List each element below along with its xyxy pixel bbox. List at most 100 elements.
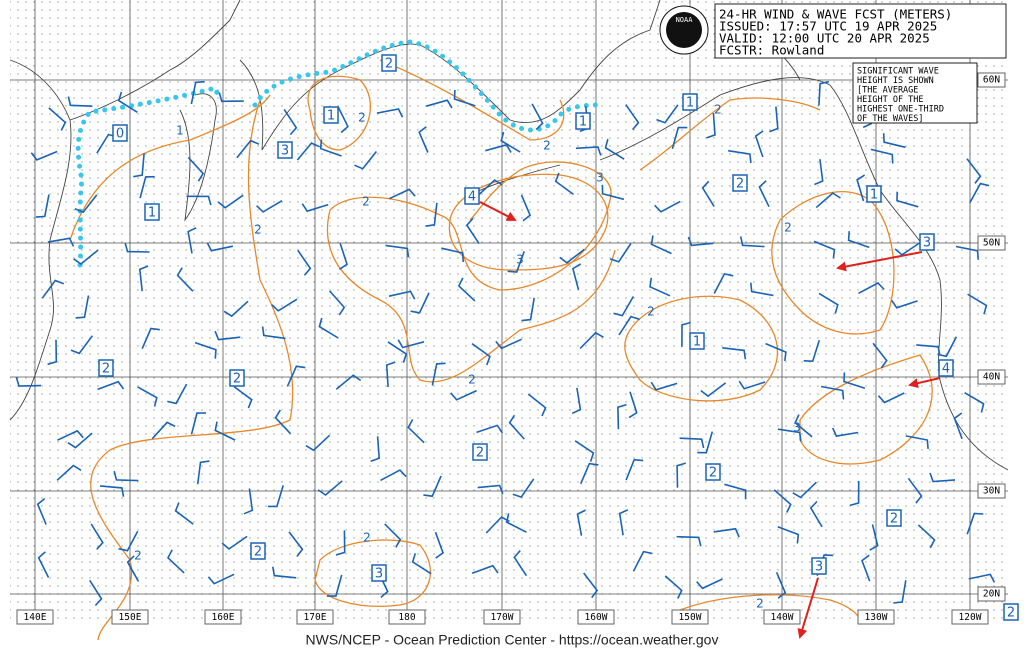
wave-height: 2 bbox=[709, 466, 717, 481]
wind-barb bbox=[750, 282, 774, 297]
wind-barb bbox=[67, 432, 93, 449]
wave-height: 3 bbox=[281, 144, 289, 159]
wind-barb bbox=[137, 386, 158, 407]
wave-height: 4 bbox=[942, 362, 950, 377]
wind-barb bbox=[217, 194, 244, 209]
wind-barb bbox=[815, 192, 841, 209]
wind-barb bbox=[407, 419, 425, 444]
wind-barb bbox=[457, 277, 476, 302]
wave-height-boxes: 0 1 3 1 2 1 1 2 1 3 4 1 2 2 4 2 2 2 2 3 3 2 bbox=[98, 54, 1019, 621]
wind-barb bbox=[769, 106, 779, 133]
lat-label-box bbox=[977, 72, 1006, 88]
lat-label: 20N bbox=[983, 589, 1000, 600]
wind-barb bbox=[869, 524, 879, 551]
wave-height: 1 bbox=[327, 109, 335, 124]
wind-barb bbox=[151, 421, 176, 440]
wind-barb bbox=[907, 477, 923, 504]
wind-barb bbox=[777, 525, 800, 544]
wind-barb bbox=[90, 523, 104, 550]
wind-barb bbox=[891, 299, 918, 309]
wind-barb bbox=[676, 462, 686, 488]
wind-barb bbox=[809, 500, 823, 528]
wind-barb bbox=[613, 296, 634, 317]
wind-barb bbox=[174, 502, 194, 525]
wind-barb bbox=[206, 242, 234, 252]
wind-barb bbox=[858, 282, 885, 295]
header-box bbox=[714, 3, 1007, 59]
wind-barb bbox=[176, 267, 194, 292]
wind-barb bbox=[207, 573, 235, 585]
wind-barb bbox=[15, 377, 42, 387]
wind-barb bbox=[233, 385, 253, 409]
wind-barb bbox=[738, 380, 766, 390]
wind-barb bbox=[520, 194, 532, 222]
wind-barb bbox=[477, 179, 503, 196]
ice-edge bbox=[75, 39, 603, 268]
wind-barb bbox=[617, 403, 627, 430]
wind-barb bbox=[739, 236, 765, 248]
note-box bbox=[852, 62, 978, 124]
wind-barb bbox=[288, 531, 304, 557]
wind-barb bbox=[296, 142, 321, 161]
lat-label: 40N bbox=[983, 372, 1000, 383]
wind-barb bbox=[554, 172, 574, 196]
wind-barb bbox=[118, 530, 139, 552]
wind-barb bbox=[966, 158, 982, 184]
contour-label: 2 bbox=[784, 221, 792, 235]
wind-barb bbox=[527, 393, 547, 417]
header-block: NOAA 24-HR WIND & WAVE FCST (METERS) ISS… bbox=[659, 3, 1007, 124]
wind-barb bbox=[418, 126, 429, 153]
wind-barb bbox=[126, 555, 140, 582]
wind-barb bbox=[870, 148, 894, 164]
wind-barb bbox=[124, 242, 150, 253]
note-line: HEIGHT OF THE bbox=[857, 95, 924, 105]
note-line: SIGNIFICANT WAVE bbox=[857, 67, 939, 77]
wind-barb bbox=[465, 217, 480, 245]
wind-barb bbox=[882, 133, 906, 149]
wind-barb bbox=[722, 347, 747, 360]
wave-height: 3 bbox=[815, 560, 823, 575]
wind-barb bbox=[67, 96, 93, 107]
wind-barb bbox=[139, 175, 155, 199]
wave-box bbox=[886, 509, 902, 527]
wave-height: 2 bbox=[233, 372, 241, 387]
wind-barb bbox=[141, 327, 160, 350]
wind-barb bbox=[97, 380, 125, 391]
wind-barb bbox=[194, 341, 217, 359]
wind-barb bbox=[894, 241, 921, 256]
wind-barb bbox=[30, 150, 58, 161]
contour-label: 2 bbox=[134, 549, 142, 563]
contour-label: 2 bbox=[714, 103, 722, 117]
wind-barb bbox=[559, 248, 585, 264]
wave-box bbox=[1003, 603, 1019, 621]
wind-barb bbox=[604, 138, 625, 160]
wave-box bbox=[472, 443, 488, 461]
wave-height: 2 bbox=[1007, 606, 1015, 621]
wind-barb bbox=[388, 290, 416, 300]
wave-height: 2 bbox=[890, 512, 898, 527]
wind-barb bbox=[187, 227, 197, 254]
wind-barb bbox=[877, 392, 905, 404]
wind-barb bbox=[513, 549, 528, 577]
lat-label-box bbox=[977, 483, 1006, 499]
wave-box bbox=[250, 542, 266, 560]
lat-label: 50N bbox=[983, 238, 1000, 249]
wind-barb bbox=[893, 580, 907, 604]
wind-barb bbox=[471, 564, 499, 574]
wind-barb bbox=[47, 237, 75, 247]
lon-label: 170E bbox=[304, 612, 327, 623]
wind-barb bbox=[190, 80, 205, 105]
wind-barb bbox=[700, 382, 727, 398]
lon-label-box bbox=[577, 609, 615, 625]
wind-barb bbox=[579, 462, 599, 485]
wind-barb bbox=[679, 437, 705, 449]
wave-box bbox=[381, 54, 397, 72]
wind-barb bbox=[57, 429, 84, 441]
wind-barb bbox=[214, 421, 236, 441]
wind-barb bbox=[370, 436, 381, 462]
wave-box bbox=[732, 174, 748, 192]
wave-box bbox=[112, 124, 128, 142]
wind-barb bbox=[441, 247, 464, 263]
wind-barb bbox=[697, 431, 714, 454]
wind-barb bbox=[765, 342, 787, 362]
